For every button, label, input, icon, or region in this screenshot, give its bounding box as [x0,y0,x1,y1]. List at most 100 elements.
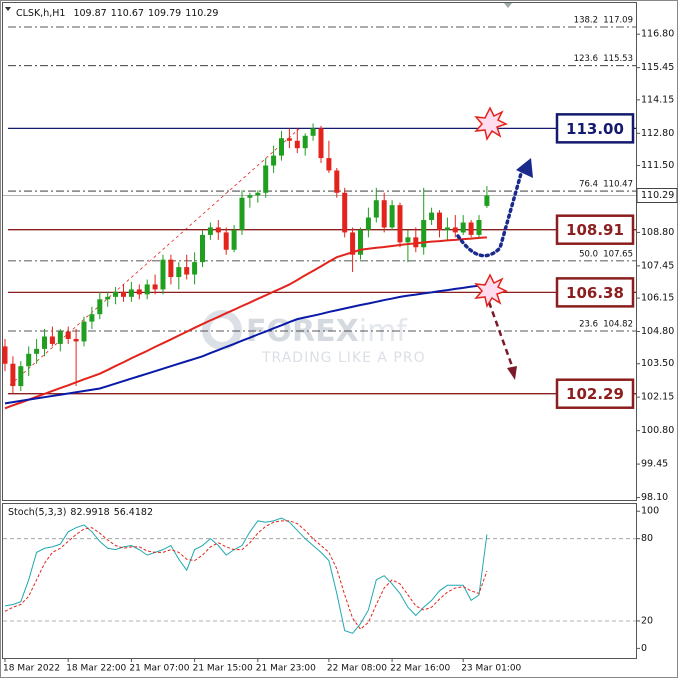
stoch-line [4,520,488,630]
levels-layer: 138.2 117.09 123.6 115.53 76.4 110.47 50.0 107.… [3,16,636,622]
watermark-logo-inner [210,318,234,342]
candle-body [152,284,158,290]
candle-body [215,227,221,233]
candle-body [437,212,442,230]
candle-body [310,128,316,136]
level-label: 108.91 [566,221,624,239]
candle-body [42,336,47,349]
fib-price-label: 104.82 [603,320,633,330]
level-box [555,113,635,144]
fib-ratio-label: 76.4 [579,180,598,190]
candle-body [468,222,474,235]
candle-body [65,331,71,339]
candle-body [365,217,371,230]
price-tag-label: 110.29 [641,190,674,201]
y-tick-label: 106.15 [641,293,674,304]
axis-layer: 116.80115.45114.15112.80111.50110.15108.… [3,29,678,674]
annotations [456,106,533,380]
candle-body [247,195,253,198]
fib-price-label: 117.09 [603,16,633,26]
symbol: CLSK,h,H1 [16,8,65,19]
bullish-arrowhead [516,158,533,178]
fib-ratio-label: 23.6 [579,320,598,330]
y-tick-label: 103.50 [641,358,674,369]
fib-ratio-label: 123.6 [574,54,598,64]
y-tick-label: 98.10 [641,492,668,503]
x-tick-label: 18 Mar 22:00 [66,664,126,674]
candle-body [128,289,134,297]
y-tick-label: 0 [641,643,647,654]
candle-body [484,195,490,206]
x-tick-label: 21 Mar 07:00 [129,664,189,674]
candle-body [342,192,348,233]
x-tick-label: 22 Mar 08:00 [327,664,387,674]
y-tick-label: 116.80 [641,29,674,40]
bearish-arrow [487,301,514,367]
candle-body [263,165,269,193]
candle-body [460,222,466,233]
candle-body [34,348,40,354]
stoch-signal-value: 56.4182 [114,507,153,518]
candle-body [200,234,205,263]
candle-body [184,267,190,275]
level-label: 102.29 [566,385,624,403]
fib-trendline [9,127,301,386]
x-tick-label: 21 Mar 15:00 [193,664,253,674]
level-label: 106.38 [566,284,624,302]
candle-body [176,267,182,278]
y-tick-label: 102.15 [641,392,674,403]
y-tick-label: 115.45 [641,62,674,73]
main-panel [2,2,637,501]
y-tick-label: 111.50 [641,160,674,171]
bullish-arrow [456,168,524,258]
fib-ratio-label: 50.0 [579,249,598,259]
candle-body [168,259,174,278]
moving-average [4,283,488,405]
y-tick-label: 100.80 [641,425,674,436]
candle-body [421,220,427,248]
ma-layer [4,236,488,634]
candle-body [223,232,229,250]
chart-header: CLSK,h,H1 109.87 110.67 109.79 110.29 [16,8,218,19]
candle-body [429,212,435,221]
stoch-main-value: 82.9918 [70,507,109,518]
y-tick-label: 104.80 [641,326,674,337]
level-box [555,214,635,245]
shift-marker [504,3,512,8]
candle-body [397,205,403,243]
y-tick-label: 99.45 [641,459,668,470]
stoch-title: Stoch(5,3,3) [8,507,66,518]
candle-body [350,232,356,255]
candle-body [97,299,103,315]
bearish-arrowhead [507,366,517,380]
x-tick-label: 21 Mar 23:00 [256,664,316,674]
candle-body [334,170,340,193]
candle-body [2,346,8,364]
low-value: 109.79 [148,8,181,19]
alert-star [474,273,508,308]
candle-body [144,284,150,295]
candle-body [10,363,16,387]
candle-body [279,138,284,156]
candles-layer [2,123,490,394]
y-tick-label: 20 [641,615,653,626]
candle-body [255,192,261,196]
candle-body [444,227,450,230]
collapse-icon[interactable] [5,7,11,11]
moving-average [4,236,487,410]
candle-body [302,135,308,149]
candle-body [326,158,332,171]
candle-body [286,138,292,141]
x-tick-label: 22 Mar 16:00 [390,664,450,674]
fib-ratio-label: 138.2 [574,16,598,26]
candle-body [452,227,458,233]
fib-price-label: 107.65 [603,249,633,259]
open-value: 109.87 [73,8,106,19]
candle-body [89,314,95,322]
y-tick-label: 80 [641,533,653,544]
candle-body [231,229,237,250]
fib-price-label: 110.47 [603,180,633,190]
alert-star [474,106,508,141]
x-tick-label: 18 Mar 2022 [3,664,60,674]
